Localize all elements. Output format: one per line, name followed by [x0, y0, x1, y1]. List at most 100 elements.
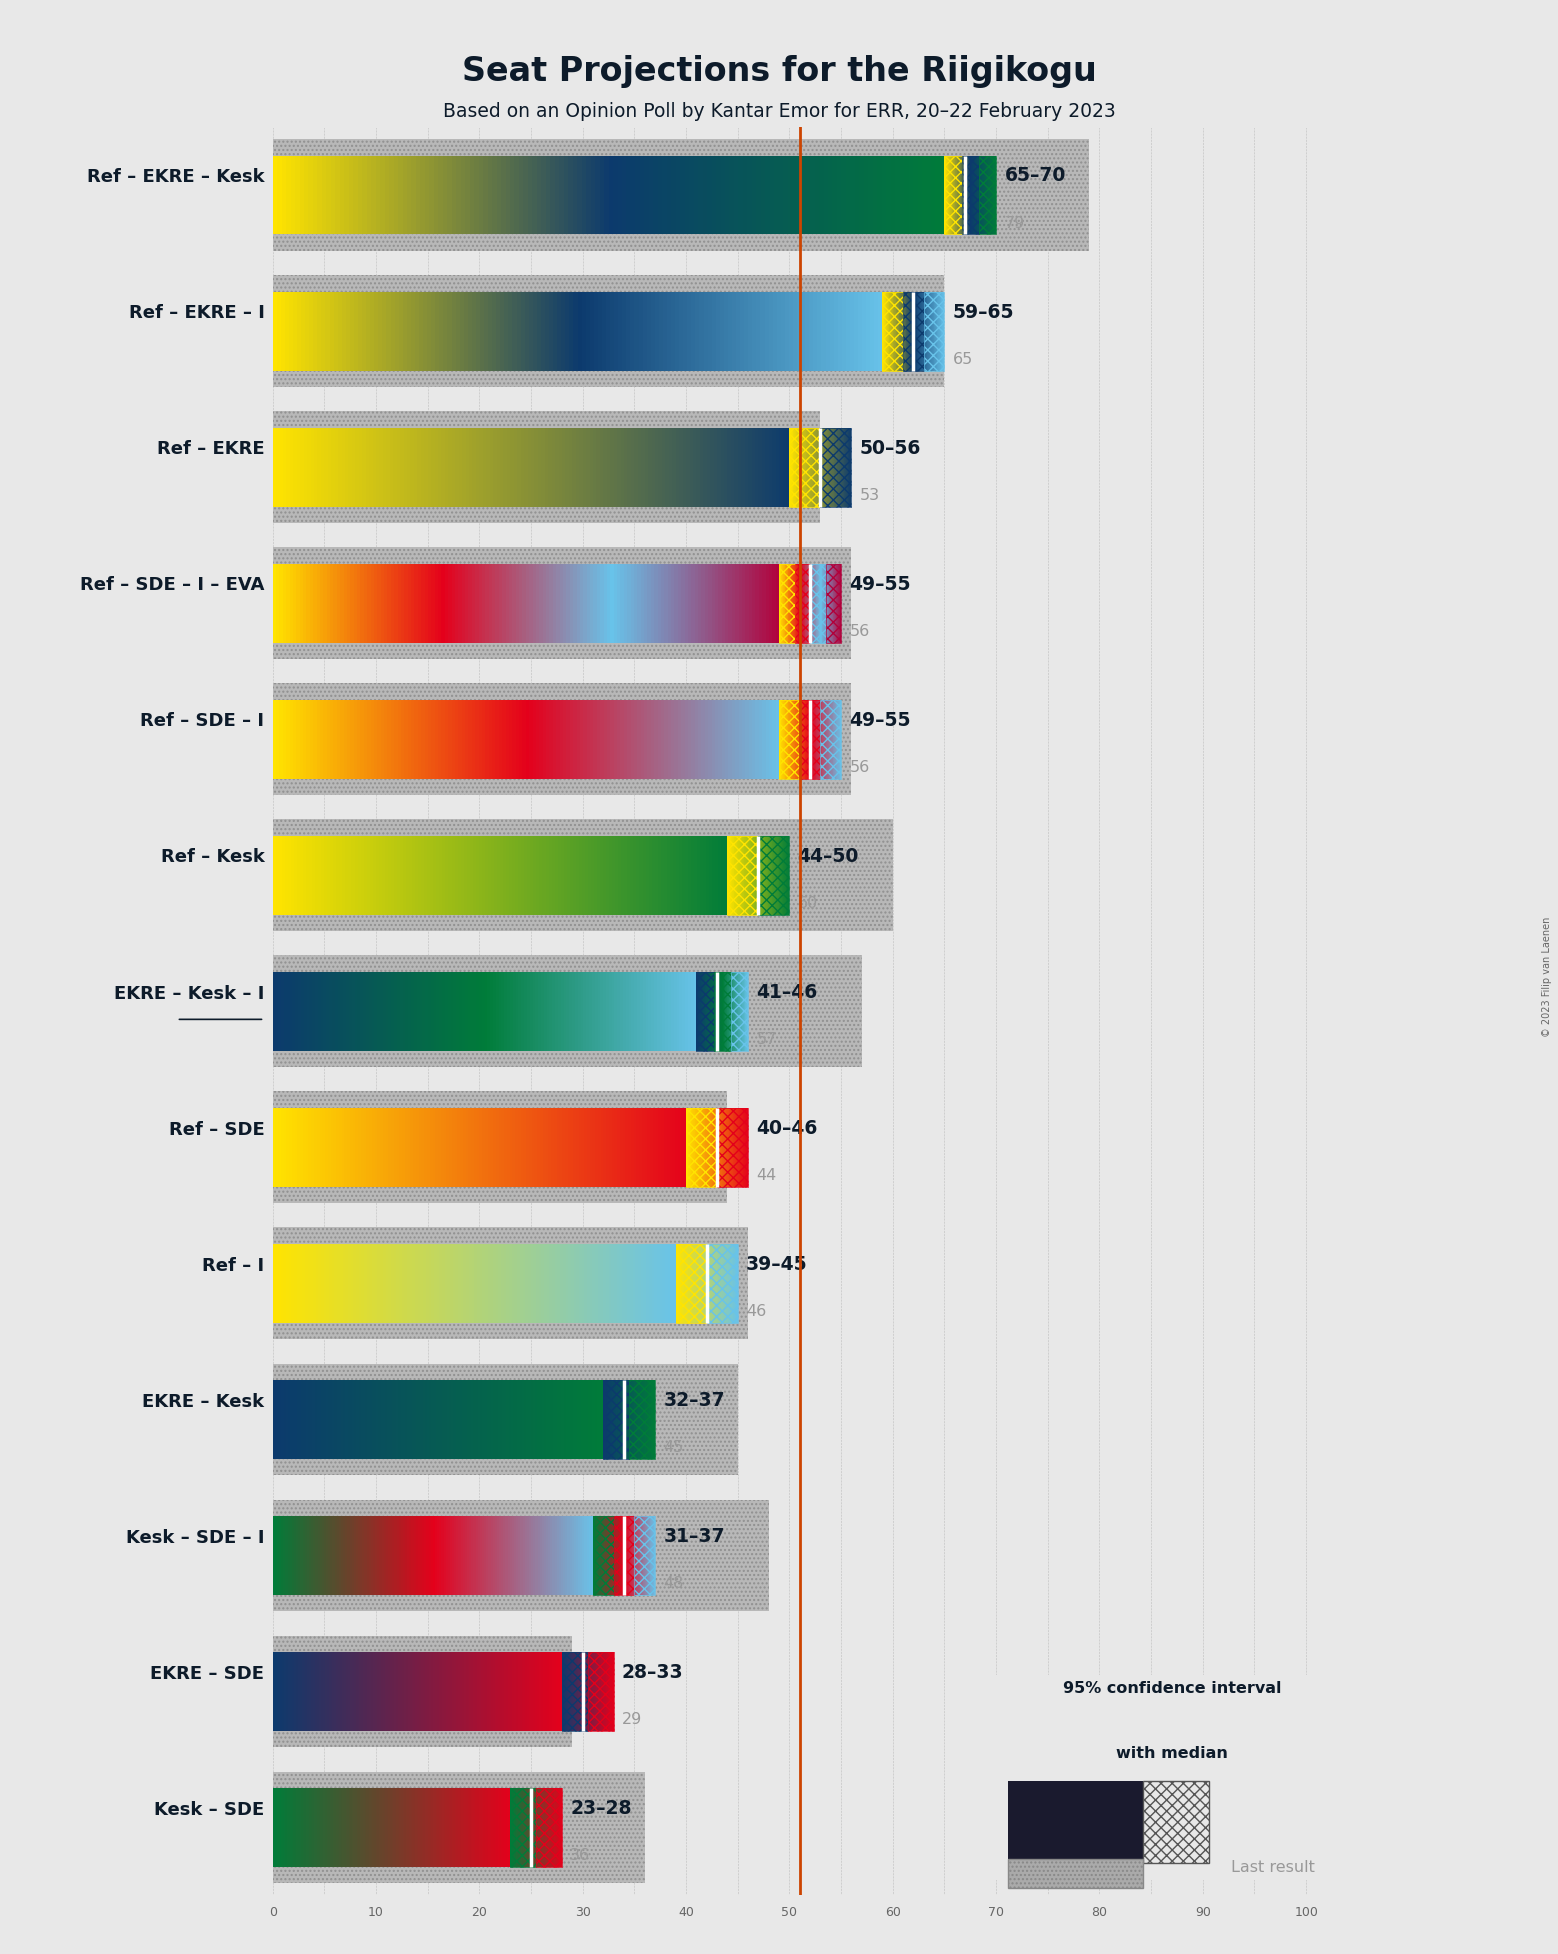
Bar [586, 291, 590, 371]
Bar [834, 291, 838, 371]
Bar [390, 428, 393, 506]
Bar [450, 1516, 452, 1594]
Bar [315, 1788, 316, 1866]
Bar [394, 1245, 396, 1323]
Bar [296, 563, 299, 643]
Bar [301, 428, 304, 506]
Bar [682, 428, 686, 506]
Bar [383, 428, 386, 506]
Bar [614, 700, 617, 778]
Bar [397, 1788, 399, 1866]
Bar [308, 1108, 312, 1186]
Bar [435, 1651, 436, 1731]
Text: Kesk – SDE – I: Kesk – SDE – I [126, 1528, 265, 1548]
Bar [562, 428, 566, 506]
Bar [290, 1651, 291, 1731]
Bar [580, 1516, 583, 1594]
Bar [583, 700, 587, 778]
Bar [411, 291, 414, 371]
Bar [614, 291, 619, 371]
Bar [678, 700, 681, 778]
Bar [450, 971, 453, 1051]
Bar [686, 836, 689, 914]
Bar [316, 700, 319, 778]
Bar [581, 1245, 584, 1323]
Bar [675, 291, 679, 371]
Bar [608, 700, 611, 778]
Bar [304, 156, 308, 234]
Bar [662, 156, 667, 234]
Bar [341, 971, 343, 1051]
Bar [592, 1245, 595, 1323]
Bar [304, 1788, 305, 1866]
Bar [447, 1245, 450, 1323]
Bar [555, 1380, 558, 1460]
Bar [313, 291, 318, 371]
Bar [447, 971, 450, 1051]
Bar [399, 291, 402, 371]
Bar [631, 1108, 634, 1186]
Bar [575, 1380, 576, 1460]
Bar [469, 836, 472, 914]
Bar [363, 1651, 365, 1731]
Bar [424, 1651, 425, 1731]
Bar [527, 1380, 528, 1460]
Bar [715, 836, 718, 914]
Bar [383, 1245, 385, 1323]
Bar [562, 1651, 587, 1731]
Bar [603, 563, 608, 643]
Bar [586, 156, 590, 234]
Bar [416, 971, 419, 1051]
Bar [587, 1245, 590, 1323]
Bar [855, 156, 860, 234]
Bar [347, 1245, 351, 1323]
Bar [416, 1651, 418, 1731]
Bar [514, 1245, 517, 1323]
Bar [310, 700, 313, 778]
Bar [523, 1108, 527, 1186]
Bar [444, 1516, 446, 1594]
Bar [499, 700, 502, 778]
Bar [569, 156, 573, 234]
Bar [759, 836, 790, 914]
Bar [380, 156, 385, 234]
Bar [307, 428, 310, 506]
Bar [829, 291, 834, 371]
Bar [354, 700, 357, 778]
Bar [765, 428, 768, 506]
Bar [472, 1788, 474, 1866]
Bar [390, 156, 394, 234]
Bar [562, 1108, 566, 1186]
Bar [595, 1380, 597, 1460]
Bar [791, 156, 796, 234]
Bar [333, 1108, 337, 1186]
Bar [801, 291, 805, 371]
Bar [333, 836, 337, 914]
Bar [622, 156, 626, 234]
Bar [538, 428, 541, 506]
Bar [712, 563, 715, 643]
Bar [735, 563, 738, 643]
Bar [410, 1788, 413, 1866]
Bar [495, 1245, 499, 1323]
Bar [662, 291, 667, 371]
Bar [695, 291, 700, 371]
Bar [365, 1380, 368, 1460]
Bar [572, 1380, 575, 1460]
Bar [374, 1788, 375, 1866]
Bar [824, 156, 827, 234]
Bar [379, 1380, 380, 1460]
Bar [603, 1108, 606, 1186]
Bar [455, 563, 458, 643]
Bar [715, 291, 720, 371]
Bar [513, 971, 516, 1051]
Bar [337, 1788, 338, 1866]
Bar [626, 156, 631, 234]
Bar [439, 291, 444, 371]
Bar [324, 1245, 326, 1323]
Bar [478, 971, 481, 1051]
Bar [304, 1651, 305, 1731]
Bar [293, 1380, 294, 1460]
Bar [388, 563, 391, 643]
Bar [481, 836, 485, 914]
